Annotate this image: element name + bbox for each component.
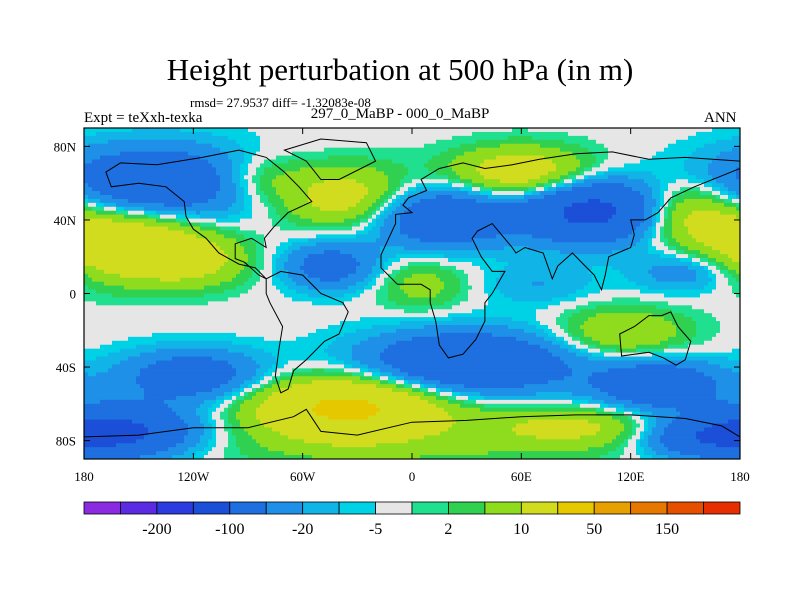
antarctica-outline — [84, 408, 740, 438]
colorbar-swatch — [557, 501, 595, 515]
colorbar-swatch — [593, 501, 632, 515]
colorbar-swatch — [375, 501, 413, 515]
colorbar-swatch — [484, 501, 522, 515]
y-tick-label: 40N — [54, 213, 77, 228]
x-tick-label: 0 — [409, 469, 416, 484]
x-tick-label: 120E — [617, 469, 645, 484]
colorbar-swatch — [229, 501, 267, 515]
height-perturbation-field — [84, 128, 740, 459]
colorbar-label: 150 — [655, 521, 679, 538]
axis-ticks: 180 120W 60W 0 60E 120E 180 80N 40N 0 40S 80S — [54, 128, 750, 484]
colorbar-swatch — [448, 501, 486, 515]
colorbar: -200 -100 -20 -5 2 10 50 150 — [83, 501, 741, 538]
eurasia-africa-outline — [380, 151, 740, 359]
colorbar-swatch — [302, 501, 340, 515]
colorbar-swatch — [265, 501, 304, 515]
y-tick-label: 40S — [56, 360, 76, 375]
colorbar-swatch — [338, 501, 376, 515]
experiment-label: Expt = teXxh-texka — [84, 110, 203, 126]
north-america-outline — [105, 149, 313, 280]
colorbar-swatch — [520, 501, 559, 515]
colorbar-label: -100 — [215, 521, 244, 538]
colorbar-swatch — [411, 501, 449, 515]
australia-outline — [619, 311, 692, 366]
chart-title: Height perturbation at 500 hPa (in m) — [166, 52, 634, 87]
colorbar-label: -200 — [142, 521, 171, 538]
y-tick-label: 80S — [56, 434, 76, 449]
colorbar-swatch — [120, 501, 158, 515]
colorbar-label: 10 — [513, 521, 529, 538]
x-tick-label: 180 — [74, 469, 94, 484]
south-america-outline — [265, 270, 349, 394]
season-label: ANN — [704, 110, 737, 126]
continent-outlines — [84, 138, 740, 438]
colorbar-swatch — [156, 501, 194, 515]
x-tick-label: 180 — [730, 469, 750, 484]
colorbar-swatch — [630, 501, 668, 515]
colorbar-label: -5 — [369, 521, 382, 538]
y-tick-label: 0 — [70, 287, 77, 302]
colorbar-label: -20 — [292, 521, 313, 538]
rmsd-diff-stats: rmsd= 27.9537 diff= -1.32083e-08 — [190, 95, 371, 110]
y-tick-label: 80N — [54, 139, 77, 154]
x-tick-label: 120W — [177, 469, 210, 484]
colorbar-swatch — [83, 501, 121, 515]
x-tick-label: 60W — [290, 469, 316, 484]
x-tick-label: 60E — [511, 469, 532, 484]
colorbar-swatch — [192, 501, 231, 515]
colorbar-label: 50 — [586, 521, 602, 538]
colorbar-swatch — [703, 501, 741, 515]
colorbar-label: 2 — [444, 521, 452, 538]
colorbar-swatch — [666, 501, 704, 515]
greenland-outline — [283, 138, 377, 180]
period-difference-label: 297_0_MaBP - 000_0_MaBP — [310, 106, 490, 122]
